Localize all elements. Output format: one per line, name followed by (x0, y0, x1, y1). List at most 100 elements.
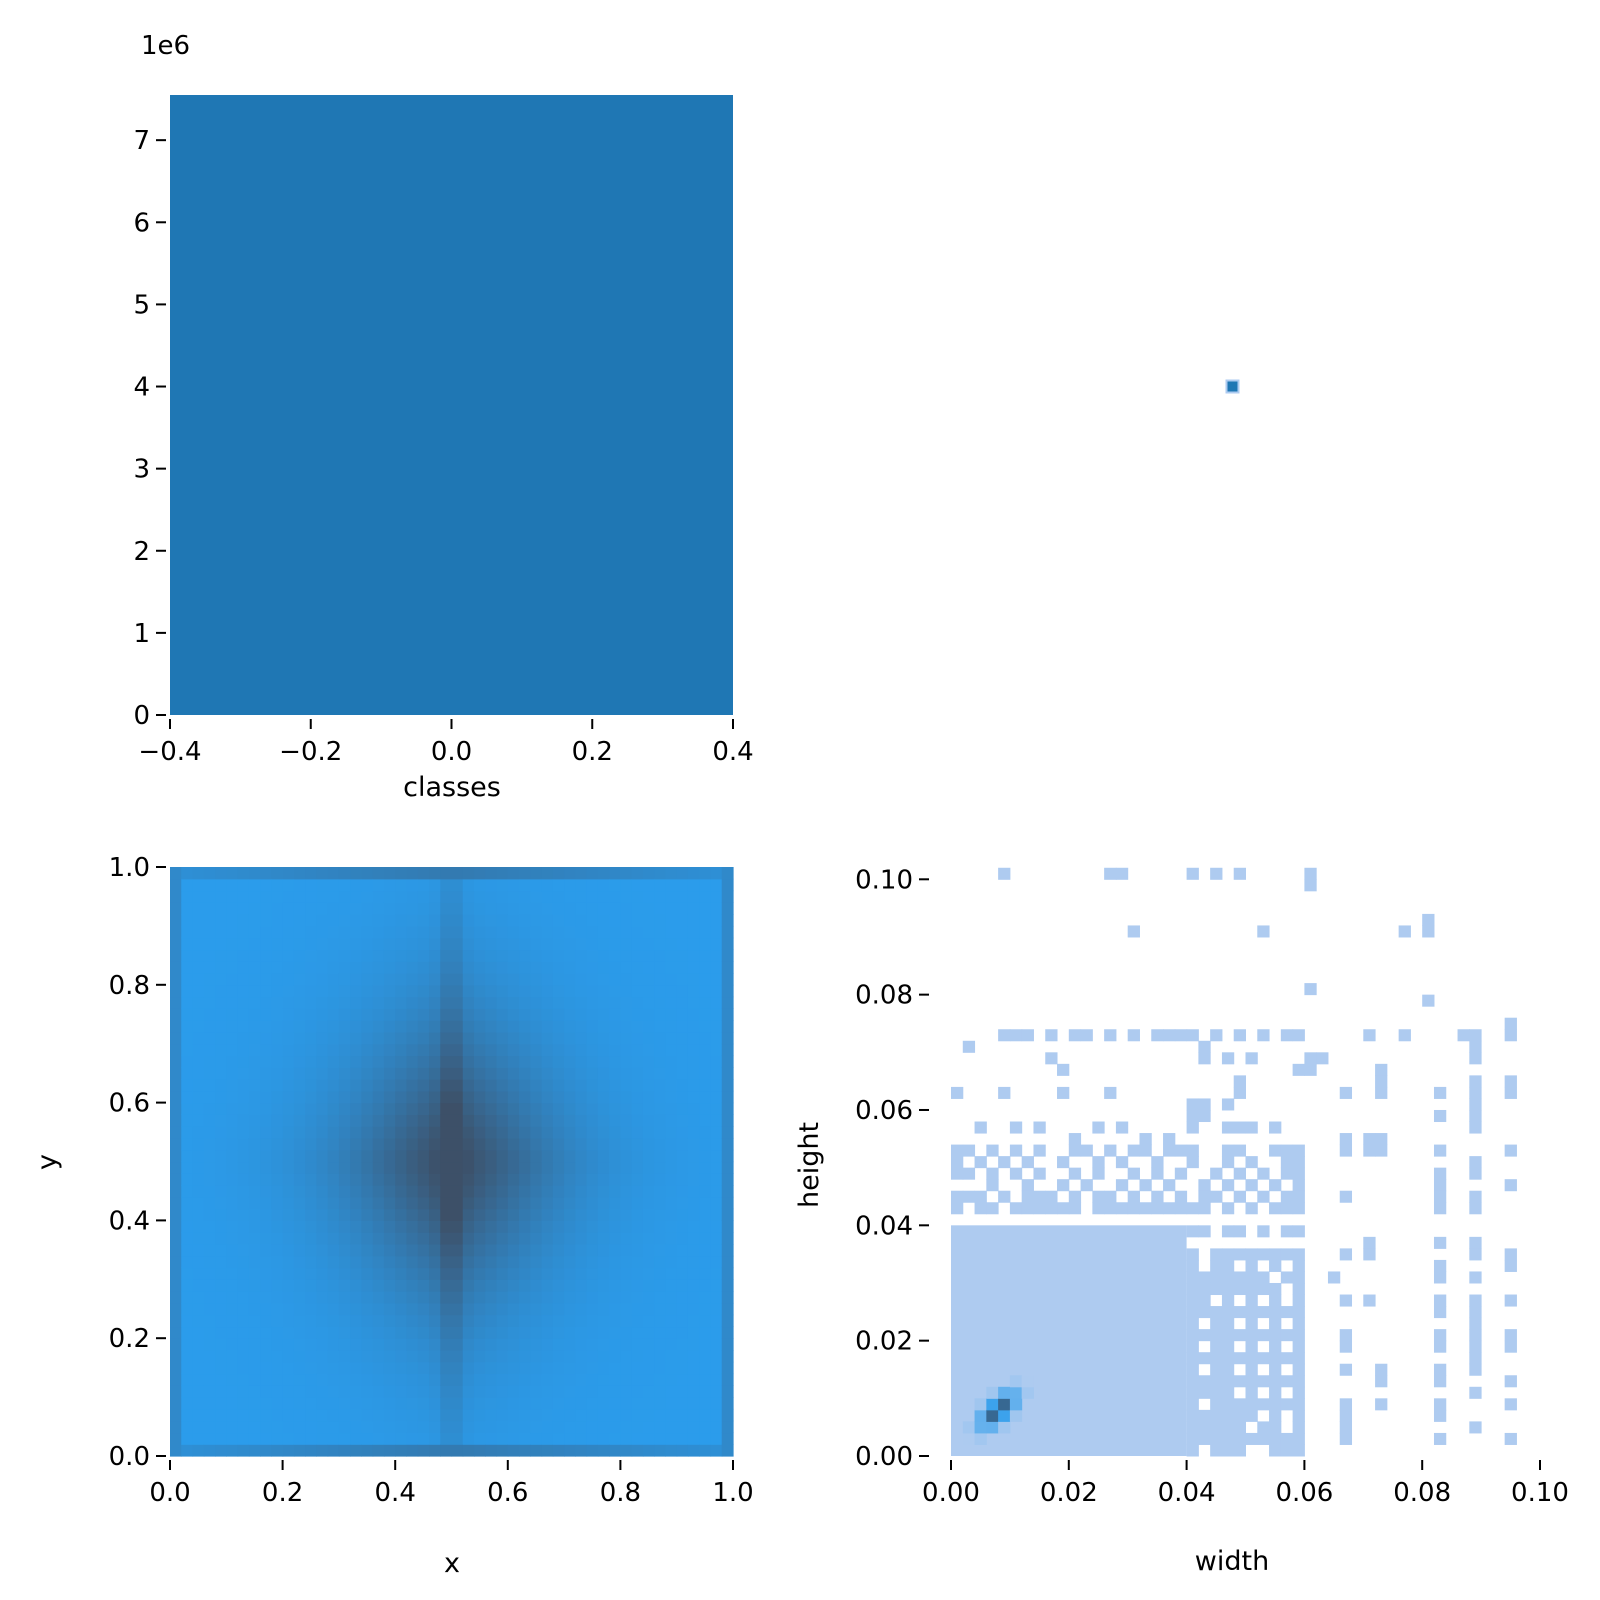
xy-heatmap-cell (417, 937, 430, 951)
xy-heatmap-cell (586, 1232, 599, 1245)
xy-heatmap-cell (451, 1349, 464, 1363)
xy-heatmap-cell (541, 1279, 554, 1292)
xy-heatmap-cell (654, 1420, 667, 1434)
width-height-cell (1422, 913, 1435, 926)
width-height-cell (1233, 1444, 1246, 1457)
xy-heatmap-cell (316, 996, 329, 1009)
xy-heatmap-cell (552, 1031, 565, 1045)
xy-heatmap-cell (181, 890, 194, 903)
xy-heatmap-cell (170, 1161, 182, 1174)
width-height-cell (1469, 1294, 1482, 1307)
xy-heatmap-cell (417, 996, 430, 1009)
xy-heatmap-cell (474, 1243, 486, 1257)
xy-heatmap-cell (710, 1432, 723, 1445)
xy-heatmap-cell (620, 1196, 633, 1210)
xy-heatmap-cell (597, 1279, 610, 1292)
xy-heatmap-cell (507, 1302, 520, 1316)
xy-heatmap-cell (372, 1291, 385, 1304)
xy-heatmap-cell (327, 1291, 340, 1304)
xy-heatmap-cell (181, 1397, 194, 1410)
xy-heatmap-cell (451, 1114, 464, 1127)
xy-heatmap-cell (665, 1137, 678, 1151)
xy-heatmap-cell (642, 867, 655, 880)
xy-heatmap-cell (395, 1114, 408, 1127)
xy-heatmap-cell (428, 1432, 441, 1445)
width-height-cell (1433, 1190, 1447, 1203)
xy-heatmap-cell (271, 1114, 284, 1127)
xy-heatmap-cell (170, 1420, 182, 1434)
xy-heatmap-cell (642, 878, 655, 892)
xy-heatmap-cell (609, 1291, 621, 1304)
xy-heatmap-cell (586, 1420, 599, 1434)
width-height-cell (1504, 1179, 1517, 1192)
xy-heatmap-cell (541, 1031, 554, 1045)
xy-heatmap-cell (530, 925, 543, 939)
width-height-cell (1422, 994, 1435, 1007)
xy-heatmap-cell (485, 1173, 498, 1186)
width-height-cell (1292, 1029, 1305, 1042)
classes-x-ticks: −0.4 −0.2 0.0 0.2 0.4 (138, 719, 754, 767)
xy-heatmap-cell (170, 1043, 182, 1057)
xy-heatmap-cell (552, 1020, 565, 1033)
xy-heatmap-cell (519, 996, 531, 1009)
xy-heatmap-cell (440, 1420, 453, 1434)
xy-heatmap-cell (699, 1149, 712, 1163)
xy-heatmap-cell (687, 1408, 700, 1422)
xy-heatmap-cell (406, 878, 419, 892)
width-height-cell (974, 1190, 987, 1203)
xy-heatmap-cell (631, 1432, 644, 1445)
xy-heatmap-cell (485, 1067, 498, 1080)
width-height-cell (1504, 1259, 1517, 1272)
xy-heatmap-cell (203, 1326, 216, 1339)
xy-heatmap-cell (226, 1185, 239, 1198)
xy-heatmap-cell (316, 1432, 329, 1445)
xy-heatmap-cell (485, 1385, 498, 1398)
xy-heatmap-cell (642, 1090, 655, 1104)
width-height-cell (1186, 1432, 1199, 1445)
xy-heatmap-cell (215, 1020, 227, 1033)
xy-heatmap-cell (327, 949, 340, 962)
xy-heatmap-cell (282, 1302, 295, 1316)
xy-heatmap-cell (226, 1361, 239, 1375)
xy-heatmap-cell (417, 961, 430, 974)
xy-heatmap-cell (395, 1291, 408, 1304)
xy-heatmap-cell (462, 937, 475, 951)
xy-heatmap-cell (451, 1185, 464, 1198)
xy-heatmap-cell (564, 1243, 576, 1257)
xy-heatmap-cell (271, 1385, 284, 1398)
xy-heatmap-cell (271, 996, 284, 1009)
xy-heatmap-cell (519, 1420, 531, 1434)
xy-heatmap-cell (192, 1090, 205, 1104)
xy-heatmap-cell (496, 1090, 509, 1104)
xy-heatmap-cell (181, 984, 194, 998)
xy-heatmap-cell (237, 902, 250, 915)
width-height-cell (1080, 1179, 1093, 1192)
xy-heatmap-cell (451, 925, 464, 939)
width-height-cell (1292, 1225, 1305, 1238)
xy-heatmap-cell (316, 914, 329, 927)
xy-heatmap-cell (395, 1373, 408, 1386)
xy-heatmap-cell (721, 1397, 734, 1410)
xy-heatmap-cell (395, 1326, 408, 1339)
xy-heatmap-cell (293, 1161, 306, 1174)
xy-heatmap-cell (372, 937, 385, 951)
xy-heatmap-cell (530, 984, 543, 998)
xy-heatmap-cell (519, 1185, 531, 1198)
xy-heatmap-cell (631, 1361, 644, 1375)
width-height-cell (1198, 1271, 1211, 1284)
xy-heatmap-cell (474, 1173, 486, 1186)
xy-heatmap-cell (654, 914, 667, 927)
xy-heatmap-cell (260, 1232, 272, 1245)
xy-heatmap-cell (316, 1243, 329, 1257)
xy-heatmap-cell (260, 914, 272, 927)
xy-heatmap-cell (462, 1114, 475, 1127)
xy-heatmap-cell (203, 878, 216, 892)
xy-heatmap-cell (462, 984, 475, 998)
xy-heatmap-cell (372, 1126, 385, 1139)
xy-heatmap-cell (338, 1149, 351, 1163)
xy-heatmap-cell (338, 973, 351, 986)
xy-heatmap-cell (181, 1361, 194, 1375)
width-height-cell (1280, 1444, 1294, 1457)
xy-heatmap-cell (170, 949, 182, 962)
xy-heatmap-cell (496, 1444, 509, 1457)
